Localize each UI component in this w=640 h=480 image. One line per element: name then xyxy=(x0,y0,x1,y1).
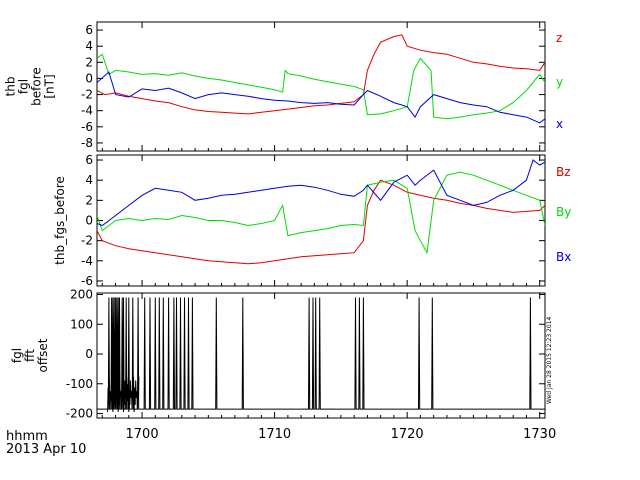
y-tick-label: 100 xyxy=(70,317,93,331)
y-axis-label: offset xyxy=(36,338,50,372)
y-axis-label: fft xyxy=(23,349,37,362)
y-tick-label: -100 xyxy=(66,377,93,391)
panel-frame xyxy=(96,292,546,419)
series-line-By xyxy=(97,171,545,255)
y-axis-label: fgl xyxy=(10,348,24,363)
x-tick-label: 1710 xyxy=(258,427,291,442)
y-axis-label: thb_fgs_before xyxy=(53,176,67,265)
panel-middle: -6 -4 -2 0 2 4 6 thb_fgs_before Bz By Bx xyxy=(53,153,571,288)
offset-trace xyxy=(97,297,545,410)
series-line-Bz xyxy=(97,179,545,265)
y-tick-label: -2 xyxy=(81,234,93,248)
y-tick-label: -4 xyxy=(81,104,93,118)
y-tick-label: 0 xyxy=(85,347,93,361)
y-tick-label: 4 xyxy=(85,173,93,187)
timestamp-annotation: Wed Jan 28 2015 12:23 2014 xyxy=(546,316,553,404)
y-axis-label: thb xyxy=(4,77,18,97)
y-tick-label: -6 xyxy=(81,120,93,134)
panel-bottom: -200 -100 0 100 200 fgl fft offset Wed Jan 28 20… xyxy=(10,287,556,442)
legend-label-z: z xyxy=(556,31,562,45)
y-tick-label: 6 xyxy=(85,23,93,37)
legend-label-y: y xyxy=(556,75,563,89)
series-line-z xyxy=(97,34,545,115)
y-tick-label: 2 xyxy=(85,193,93,207)
y-axis-label: fgl xyxy=(17,79,31,94)
panel-frame xyxy=(96,21,546,152)
legend-label-x: x xyxy=(556,117,563,131)
y-tick-label: -2 xyxy=(81,88,93,102)
series-line-y xyxy=(97,53,545,120)
panel-frame xyxy=(96,154,546,287)
footer-date-label: 2013 Apr 10 xyxy=(6,442,86,457)
y-tick-label: 0 xyxy=(85,71,93,85)
offset-noise-cluster xyxy=(107,376,140,413)
legend-label-By: By xyxy=(556,205,571,219)
y-tick-label: 200 xyxy=(70,287,93,301)
x-tick-label: 1700 xyxy=(126,427,159,442)
x-tick-label: 1720 xyxy=(391,427,424,442)
legend-label-Bz: Bz xyxy=(556,165,571,179)
y-tick-label: 4 xyxy=(85,39,93,53)
y-axis-label: before xyxy=(30,67,44,106)
y-axis-label: [nT] xyxy=(43,74,57,98)
series-line-Bx xyxy=(97,159,545,227)
panel-top: -8 -6 -4 -2 0 2 4 6 thb fgl before [nT] z y x xyxy=(4,21,563,152)
y-tick-label: 6 xyxy=(85,153,93,167)
y-tick-label: -6 xyxy=(81,274,93,288)
series-line-x xyxy=(97,71,545,124)
legend-label-Bx: Bx xyxy=(556,250,571,264)
y-tick-label: -200 xyxy=(66,407,93,421)
x-tick-label: 1730 xyxy=(523,427,556,442)
y-tick-label: 0 xyxy=(85,214,93,228)
y-tick-label: 2 xyxy=(85,55,93,69)
y-tick-label: -4 xyxy=(81,254,93,268)
footer-time-label: hhmm xyxy=(6,429,48,444)
y-tick-label: -8 xyxy=(81,136,93,150)
